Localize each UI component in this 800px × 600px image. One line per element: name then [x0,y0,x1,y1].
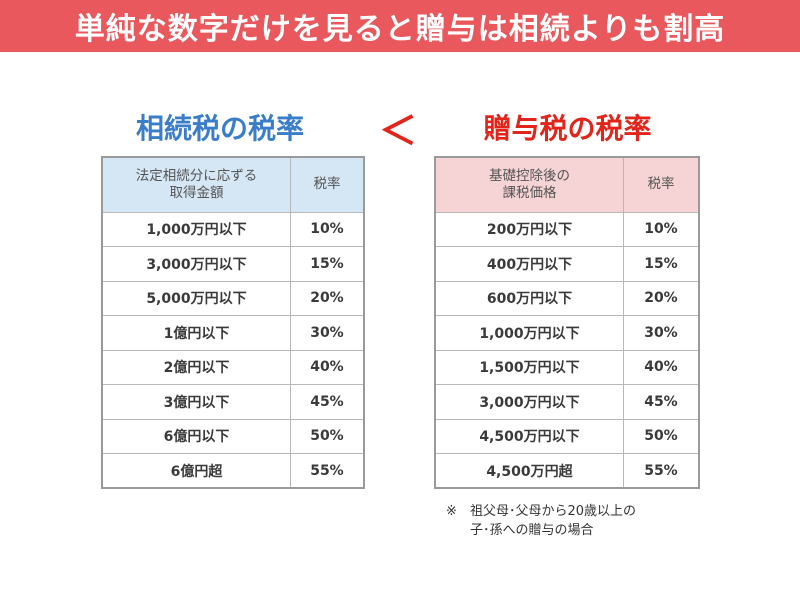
amount-cell: 2億円以下 [101,349,291,385]
rate-cell: 10% [289,211,365,247]
inheritance-tax-table: 法定相続分に応ずる 取得金額 税率 1,000万円以下 10% 3,000万円以下… [101,156,365,489]
table-row: 4,500万円超 55% [434,453,700,489]
amount-cell: 3億円以下 [101,384,291,420]
table-row: 600万円以下 20% [434,280,700,316]
amount-cell: 200万円以下 [434,211,624,247]
table-row: 1,500万円以下 40% [434,349,700,385]
less-than-symbol: ＜ [378,109,417,153]
table-row: 3,000万円以下 45% [434,384,700,420]
amount-cell: 3,000万円以下 [101,246,291,282]
table-header-row: 基礎控除後の 課税価格 税率 [434,156,700,213]
header-amount-line2: 課税価格 [502,184,557,201]
footnote-line1: 祖父母･父母から20歳以上の [470,504,637,519]
rate-cell: 55% [289,453,365,489]
rate-cell: 15% [289,246,365,282]
header-amount-cell: 法定相続分に応ずる 取得金額 [101,156,291,213]
rate-cell: 20% [622,280,700,316]
rate-cell: 50% [289,418,365,454]
rate-cell: 15% [622,246,700,282]
amount-cell: 4,500万円以下 [434,418,624,454]
rate-cell: 50% [622,418,700,454]
header-amount-line2: 取得金額 [169,184,224,201]
rate-cell: 45% [289,384,365,420]
table-row: 6億円以下 50% [101,418,365,454]
table-row: 6億円超 55% [101,453,365,489]
table-row: 200万円以下 10% [434,211,700,247]
header-amount-line1: 法定相続分に応ずる [135,167,258,184]
table-row: 2億円以下 40% [101,349,365,385]
rate-cell: 40% [289,349,365,385]
rate-cell: 55% [622,453,700,489]
table-row: 400万円以下 15% [434,246,700,282]
table-row: 3,000万円以下 15% [101,246,365,282]
amount-cell: 600万円以下 [434,280,624,316]
gift-tax-heading: 贈与税の税率 [483,112,652,145]
table-row: 5,000万円以下 20% [101,280,365,316]
table-row: 3億円以下 45% [101,384,365,420]
header-amount-line1: 基礎控除後の [488,167,570,184]
gift-tax-footnote: ※ 祖父母･父母から20歳以上の 子･孫への贈与の場合 [446,502,636,540]
amount-cell: 1,000万円以下 [434,315,624,351]
table-row: 1,000万円以下 30% [434,315,700,351]
slide-title: 単純な数字だけを見ると贈与は相続よりも割高 [74,12,726,47]
footnote-mark: ※ [446,504,457,519]
header-rate-cell: 税率 [289,156,365,213]
rate-cell: 20% [289,280,365,316]
rate-cell: 30% [289,315,365,351]
header-rate-cell: 税率 [622,156,700,213]
amount-cell: 3,000万円以下 [434,384,624,420]
rate-cell: 30% [622,315,700,351]
amount-cell: 6億円以下 [101,418,291,454]
table-row: 4,500万円以下 50% [434,418,700,454]
amount-cell: 1,000万円以下 [101,211,291,247]
header-amount-cell: 基礎控除後の 課税価格 [434,156,624,213]
amount-cell: 5,000万円以下 [101,280,291,316]
amount-cell: 6億円超 [101,453,291,489]
amount-cell: 1億円以下 [101,315,291,351]
amount-cell: 1,500万円以下 [434,349,624,385]
rate-cell: 40% [622,349,700,385]
amount-cell: 400万円以下 [434,246,624,282]
rate-cell: 10% [622,211,700,247]
slide-title-banner: 単純な数字だけを見ると贈与は相続よりも割高 [0,0,800,52]
rate-cell: 45% [622,384,700,420]
inheritance-tax-heading: 相続税の税率 [135,112,304,145]
table-header-row: 法定相続分に応ずる 取得金額 税率 [101,156,365,213]
gift-tax-table: 基礎控除後の 課税価格 税率 200万円以下 10% 400万円以下 15% 600… [434,156,700,489]
table-row: 1億円以下 30% [101,315,365,351]
amount-cell: 4,500万円超 [434,453,624,489]
table-row: 1,000万円以下 10% [101,211,365,247]
footnote-line2: 子･孫への贈与の場合 [470,523,594,538]
